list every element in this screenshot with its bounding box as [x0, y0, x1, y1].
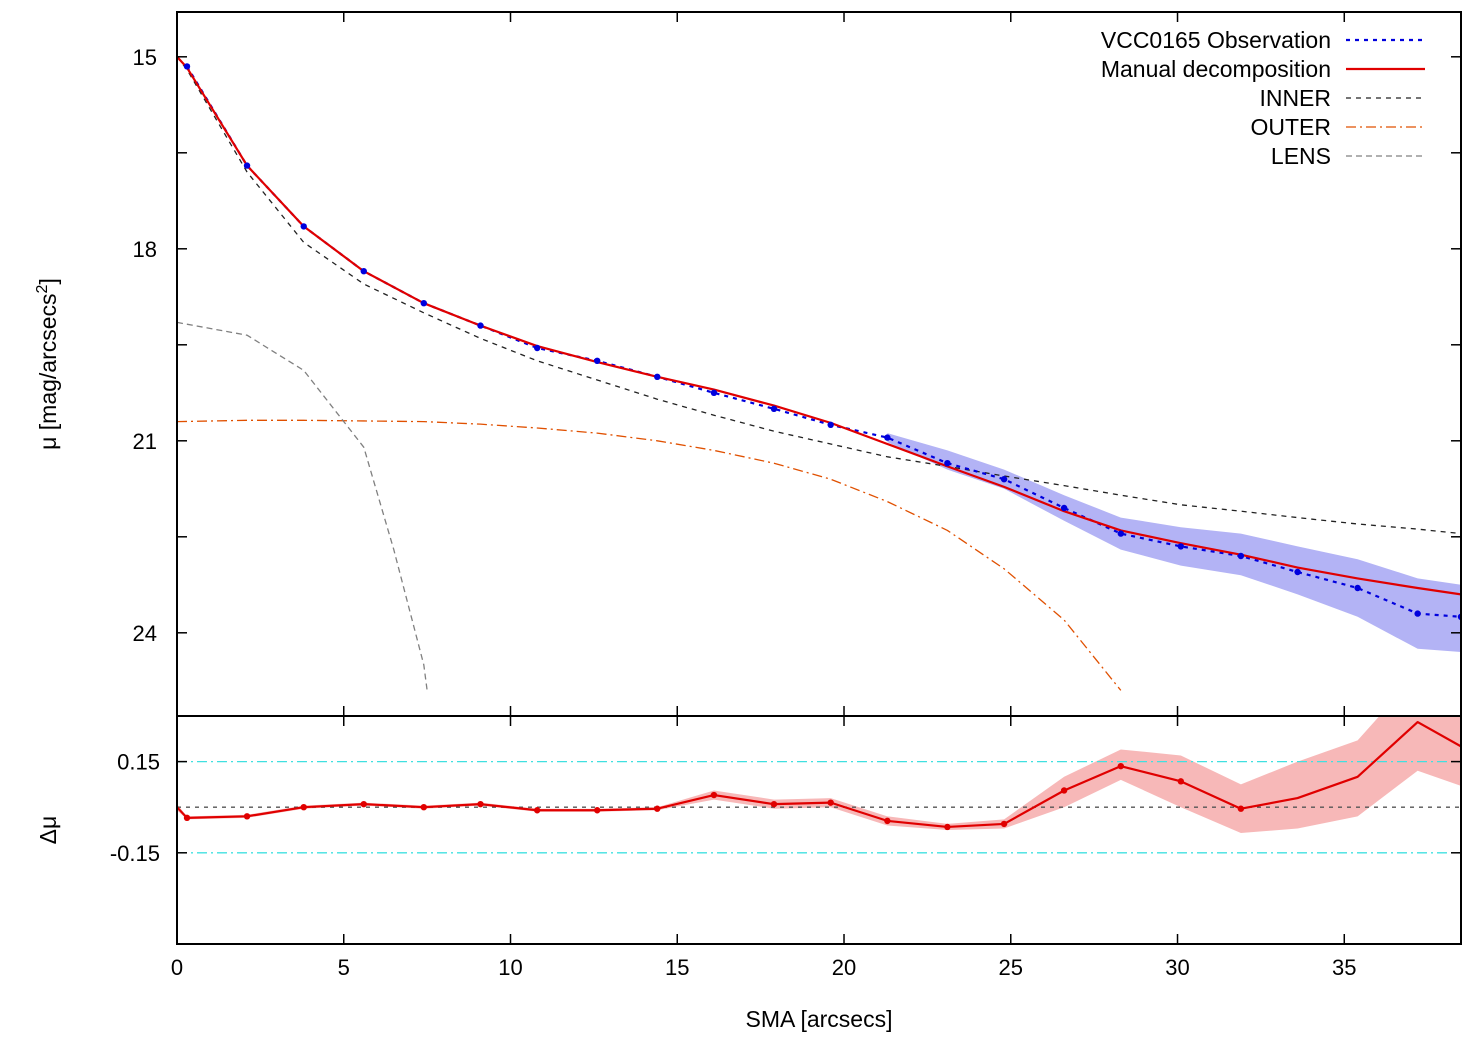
- y-axis-label-profile: μ [mag/arcsecs2]: [34, 278, 61, 450]
- y-tick-label: -0.15: [110, 841, 160, 866]
- observation-point: [360, 268, 367, 275]
- x-tick-label: 25: [999, 955, 1023, 980]
- inner-line: [177, 56, 1461, 535]
- residual-point: [827, 799, 834, 806]
- residual-point: [183, 814, 191, 822]
- x-tick-label: 15: [665, 955, 689, 980]
- x-tick-label: 20: [832, 955, 856, 980]
- residual-point: [594, 807, 601, 814]
- axis-tick-labels: 0 5 10 15 20 25 30 35 15 18 21 24 0.15 -0.15: [110, 45, 1357, 980]
- lens-line: [177, 321, 428, 691]
- residual-point: [654, 805, 661, 812]
- residual-point: [360, 800, 367, 808]
- observation-point: [1414, 610, 1421, 617]
- residual-point: [420, 804, 427, 811]
- x-tick-label: 5: [338, 955, 350, 980]
- y-axis-label-profile-close: ]: [35, 278, 61, 284]
- legend-label-manual-decomposition: Manual decomposition: [1101, 56, 1331, 82]
- observation-point: [183, 63, 191, 70]
- legend-label-lens: LENS: [1271, 143, 1331, 169]
- observation-point: [654, 373, 661, 380]
- residual-point: [1060, 787, 1068, 794]
- observation-point: [1060, 504, 1068, 512]
- observation-point: [420, 300, 427, 307]
- observation-point: [477, 322, 484, 329]
- profile-markers: [183, 63, 1461, 620]
- residual-markers: [183, 762, 1245, 831]
- observation-point: [944, 460, 951, 467]
- legend-label-inner: INNER: [1259, 85, 1331, 111]
- x-axis-label: SMA [arcsecs]: [746, 1006, 893, 1032]
- legend-label-outer: OUTER: [1251, 114, 1332, 140]
- y-axis-label-profile-main: μ [mag/arcsecs: [35, 293, 61, 449]
- x-tick-label: 0: [171, 955, 183, 980]
- residual-plot-frame: [176, 715, 1462, 945]
- x-tick-label: 35: [1332, 955, 1356, 980]
- residual-lines: [177, 720, 1461, 829]
- observation-point: [827, 421, 834, 428]
- x-tick-label: 30: [1165, 955, 1189, 980]
- observation-point: [1354, 584, 1361, 592]
- residual-point: [770, 800, 778, 808]
- observation-point: [884, 434, 891, 441]
- observation-point: [533, 344, 541, 352]
- residual-point: [1117, 762, 1125, 770]
- observation-point: [1237, 552, 1245, 560]
- y-tick-label: 21: [133, 429, 157, 454]
- residual-point: [944, 823, 951, 831]
- legend: VCC0165 Observation Manual decomposition I…: [1101, 27, 1425, 169]
- residual-point: [300, 804, 307, 811]
- residual-point: [243, 813, 251, 820]
- x-tick-label: 10: [498, 955, 522, 980]
- observation-point: [300, 223, 307, 230]
- observation-point: [1177, 543, 1185, 550]
- residual-point: [533, 807, 541, 814]
- y-tick-label: 24: [133, 621, 157, 646]
- y-tick-label: 15: [133, 45, 157, 70]
- y-axis-label-residual: Δμ: [35, 816, 61, 845]
- residual-uncertainty-band: [177, 716, 1461, 834]
- axis-ticks: [176, 12, 1461, 944]
- observation-point: [594, 357, 601, 364]
- observation-point: [1117, 530, 1125, 537]
- residual-point: [1177, 778, 1185, 785]
- residual-point: [1000, 820, 1008, 828]
- residual-line: [177, 720, 1461, 829]
- observation-point: [1000, 476, 1008, 483]
- y-axis-label-profile-sup: 2: [34, 284, 51, 293]
- residual-point: [710, 791, 718, 799]
- observation-point: [1294, 568, 1301, 576]
- residual-bands: [177, 716, 1461, 834]
- observation-point: [243, 162, 251, 169]
- residual-reference-lines: [177, 760, 1461, 854]
- y-tick-label: 0.15: [117, 750, 160, 775]
- observation-point: [770, 405, 778, 412]
- residual-point: [1237, 805, 1245, 812]
- manual-decomposition-line: [177, 56, 1461, 596]
- legend-label-vcc0165-observation: VCC0165 Observation: [1101, 27, 1331, 53]
- residual-point: [477, 800, 484, 808]
- residual-point: [884, 817, 891, 825]
- observation-point: [710, 389, 718, 396]
- y-tick-label: 18: [133, 237, 157, 262]
